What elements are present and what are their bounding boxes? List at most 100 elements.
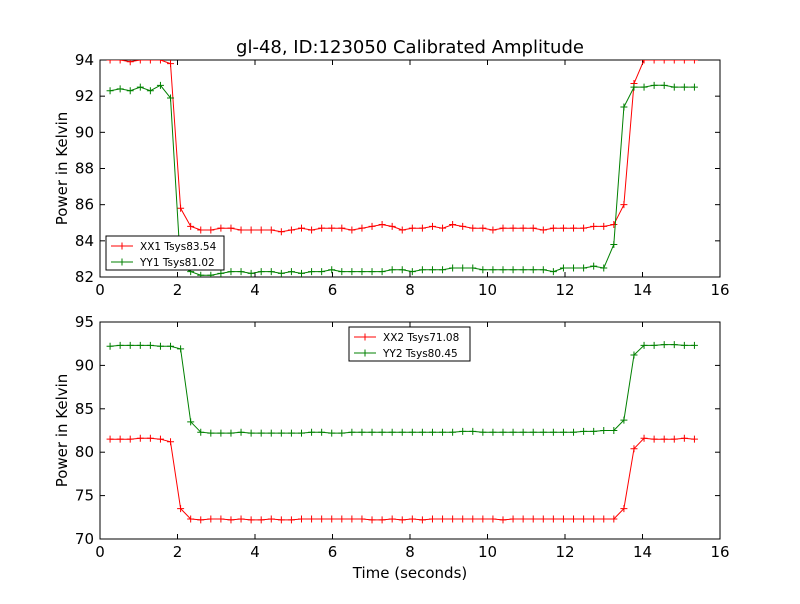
data-point bbox=[690, 341, 698, 349]
data-point bbox=[187, 418, 195, 426]
data-point bbox=[489, 428, 497, 436]
data-point bbox=[640, 83, 648, 91]
data-point bbox=[298, 515, 305, 523]
bottom-axes: Power in Kelvin Time (seconds) 0 2 4 6 8 10 12… bbox=[53, 313, 730, 582]
data-point bbox=[539, 428, 547, 436]
data-point bbox=[298, 429, 305, 437]
data-point bbox=[408, 268, 416, 276]
data-point bbox=[630, 445, 638, 453]
data-point bbox=[469, 427, 477, 435]
data-point bbox=[519, 224, 527, 232]
data-point bbox=[469, 515, 477, 523]
data-point bbox=[116, 60, 124, 64]
data-point bbox=[308, 268, 316, 276]
data-point bbox=[126, 87, 134, 95]
data-point bbox=[368, 516, 376, 524]
data-point bbox=[660, 435, 668, 443]
data-point bbox=[197, 226, 205, 234]
data-point bbox=[207, 226, 215, 234]
data-point bbox=[217, 515, 225, 523]
data-point bbox=[227, 224, 235, 232]
data-point bbox=[267, 515, 275, 523]
data-point bbox=[549, 268, 557, 276]
data-point bbox=[177, 345, 185, 353]
data-point bbox=[459, 264, 467, 272]
data-point bbox=[348, 428, 356, 436]
data-point bbox=[237, 428, 245, 436]
data-point bbox=[318, 224, 326, 232]
data-point bbox=[418, 428, 426, 436]
data-point bbox=[620, 103, 628, 111]
data-point bbox=[670, 435, 678, 443]
top-ylabel: Power in Kelvin bbox=[53, 112, 71, 226]
data-point bbox=[257, 516, 265, 524]
x-tick-label: 0 bbox=[95, 281, 105, 299]
legend-marker bbox=[361, 333, 369, 341]
data-point bbox=[136, 83, 144, 91]
data-point bbox=[308, 515, 316, 523]
legend-label: XX2 Tsys71.08 bbox=[383, 332, 459, 344]
data-point bbox=[570, 428, 578, 436]
y-tick-label: 94 bbox=[75, 51, 94, 69]
data-point bbox=[227, 516, 235, 524]
data-point bbox=[479, 428, 487, 436]
data-point bbox=[378, 428, 386, 436]
data-point bbox=[368, 428, 376, 436]
data-point bbox=[600, 264, 608, 272]
data-point bbox=[287, 429, 295, 437]
legend: XX2 Tsys71.08 YY2 Tsys80.45 bbox=[348, 326, 471, 362]
x-tick-label: 6 bbox=[328, 543, 338, 561]
data-point bbox=[156, 81, 164, 89]
data-point bbox=[247, 269, 255, 277]
data-point bbox=[680, 60, 688, 64]
y-tick-label: 80 bbox=[75, 443, 94, 461]
data-point bbox=[650, 435, 658, 443]
data-point bbox=[156, 60, 164, 64]
data-point bbox=[670, 341, 678, 349]
data-point bbox=[469, 264, 477, 272]
data-point bbox=[197, 428, 205, 436]
data-point bbox=[690, 435, 698, 443]
data-point bbox=[449, 428, 457, 436]
data-point bbox=[680, 83, 688, 91]
x-tick-label: 8 bbox=[405, 543, 415, 561]
data-point bbox=[408, 515, 416, 523]
data-point bbox=[408, 224, 416, 232]
data-point bbox=[509, 515, 517, 523]
data-point bbox=[489, 515, 497, 523]
data-point bbox=[328, 429, 336, 437]
data-point bbox=[529, 515, 537, 523]
data-point bbox=[418, 224, 426, 232]
data-point bbox=[449, 515, 457, 523]
x-tick-label: 6 bbox=[328, 281, 338, 299]
data-point bbox=[257, 268, 265, 276]
data-point bbox=[146, 87, 154, 95]
data-point bbox=[570, 224, 578, 232]
data-point bbox=[267, 268, 275, 276]
data-point bbox=[640, 434, 648, 442]
data-point bbox=[167, 94, 175, 102]
data-point bbox=[610, 240, 618, 248]
data-point bbox=[277, 269, 285, 277]
data-point bbox=[156, 342, 164, 350]
data-point bbox=[539, 226, 547, 234]
data-point bbox=[167, 438, 175, 446]
data-point bbox=[519, 266, 527, 274]
data-point bbox=[559, 224, 567, 232]
data-point bbox=[489, 226, 497, 234]
data-point bbox=[580, 224, 588, 232]
data-point bbox=[277, 429, 285, 437]
x-tick-label: 14 bbox=[633, 543, 652, 561]
data-point bbox=[298, 269, 305, 277]
data-point bbox=[570, 264, 578, 272]
data-point bbox=[167, 342, 175, 350]
series-xx bbox=[106, 60, 698, 236]
data-point bbox=[338, 268, 346, 276]
x-tick-label: 16 bbox=[710, 543, 729, 561]
data-point bbox=[570, 515, 578, 523]
data-point bbox=[509, 224, 517, 232]
data-point bbox=[428, 266, 436, 274]
series-line bbox=[110, 437, 695, 521]
top-axes: Power in Kelvin 0 2 4 6 8 10 12 14 16 82 84 86 88 90 9… bbox=[53, 51, 730, 299]
data-point bbox=[590, 262, 598, 270]
